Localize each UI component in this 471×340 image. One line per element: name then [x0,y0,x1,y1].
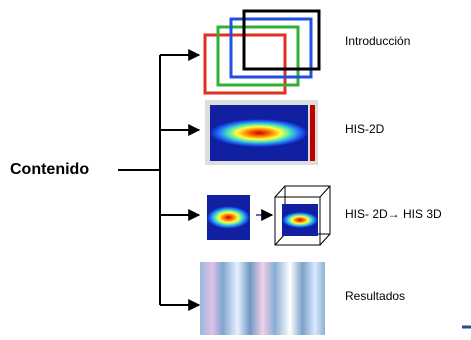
item-label: HIS- 2D→ HIS 3D [345,207,442,221]
diagram: Contenido Introducción HIS-2D HIS- 2D→ H… [0,0,471,340]
item-label: Introducción [345,34,410,48]
frames-icon [205,11,319,93]
title: Contenido [10,161,89,178]
heatmap-3d [207,186,330,245]
heatmap-2d [205,100,318,165]
results-image [200,262,325,335]
item-label: Resultados [345,289,405,303]
page: Contenido Introducción HIS-2D HIS- 2D→ H… [0,0,471,340]
item-label: HIS-2D [345,122,385,136]
connectors [118,55,199,305]
